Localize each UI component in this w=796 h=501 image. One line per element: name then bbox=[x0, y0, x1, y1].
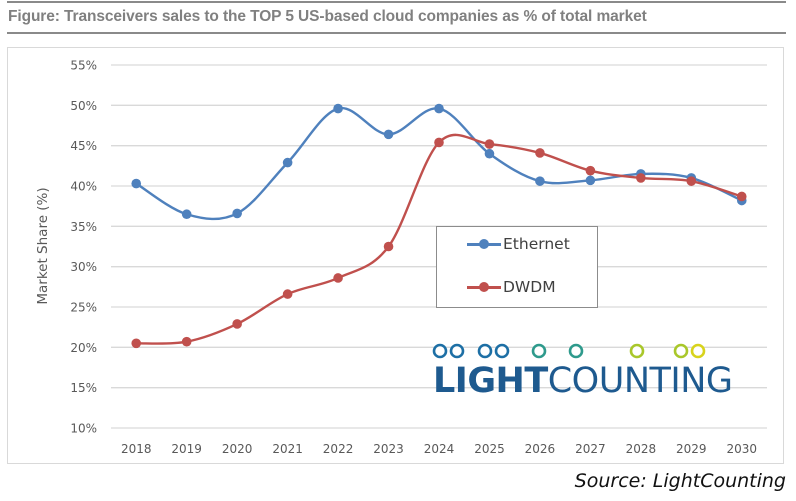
data-point-dwdm-2022 bbox=[333, 273, 343, 283]
x-axis-ticks: 2018 2019 2020 2021 2022 2023 2024 2025 2026 2027… bbox=[121, 442, 757, 456]
x-tick-label: 2028 bbox=[626, 442, 657, 456]
data-point-dwdm-2025 bbox=[484, 139, 495, 149]
data-point-ethernet-2023 bbox=[383, 129, 394, 140]
x-tick-label: 2020 bbox=[222, 442, 253, 456]
logo-ring bbox=[432, 343, 448, 359]
data-point-ethernet-2022 bbox=[333, 103, 343, 114]
figure-title: Figure: Transceivers sales to the TOP 5 … bbox=[8, 8, 647, 25]
x-tick-label: 2026 bbox=[525, 442, 556, 456]
data-point-ethernet-2018 bbox=[131, 178, 142, 189]
logo-text-bold: LIGHT bbox=[433, 361, 548, 401]
x-tick-label: 2024 bbox=[424, 442, 455, 456]
chart-legend: Ethernet DWDM bbox=[436, 226, 598, 308]
logo-ring bbox=[477, 343, 493, 359]
x-tick-label: 2025 bbox=[474, 442, 505, 456]
data-point-ethernet-2025 bbox=[484, 148, 495, 159]
y-tick-label: 40% bbox=[70, 180, 97, 194]
y-tick-label: 20% bbox=[70, 341, 97, 355]
title-bottom-rule bbox=[7, 32, 786, 34]
y-tick-label: 55% bbox=[70, 59, 97, 73]
logo-text-regular: COUNTING bbox=[547, 361, 733, 401]
data-point-ethernet-2020 bbox=[232, 208, 242, 219]
legend-item-ethernet: Ethernet bbox=[467, 234, 570, 254]
x-tick-label: 2023 bbox=[373, 442, 404, 456]
y-tick-label: 30% bbox=[70, 260, 97, 274]
data-point-dwdm-2020 bbox=[232, 319, 242, 329]
lightcounting-logo: LIGHTCOUNTING bbox=[433, 361, 733, 401]
data-point-dwdm-2018 bbox=[131, 338, 142, 349]
y-tick-label: 35% bbox=[70, 220, 97, 234]
data-point-dwdm-2026 bbox=[535, 148, 545, 158]
legend-item-dwdm: DWDM bbox=[467, 277, 556, 297]
logo-ring bbox=[449, 343, 465, 359]
x-tick-label: 2029 bbox=[676, 442, 707, 456]
x-tick-label: 2019 bbox=[171, 442, 202, 456]
data-point-ethernet-2019 bbox=[181, 209, 192, 220]
y-tick-label: 25% bbox=[70, 301, 97, 315]
source-caption: Source: LightCounting bbox=[574, 470, 786, 492]
y-tick-label: 50% bbox=[70, 99, 97, 113]
y-axis-ticks: 10% 15% 20% 25% 30% 35% 40% 45% 50% 55% bbox=[70, 59, 97, 436]
data-point-dwdm-2019 bbox=[181, 336, 192, 347]
data-point-ethernet-2021 bbox=[282, 157, 293, 168]
data-point-dwdm-2028 bbox=[636, 173, 646, 183]
data-point-dwdm-2029 bbox=[686, 176, 697, 186]
legend-label-ethernet: Ethernet bbox=[503, 235, 570, 253]
logo-ring bbox=[673, 343, 689, 359]
data-point-dwdm-2021 bbox=[282, 289, 293, 299]
x-tick-label: 2027 bbox=[575, 442, 606, 456]
x-tick-label: 2022 bbox=[323, 442, 354, 456]
logo-ring bbox=[568, 343, 584, 359]
legend-marker-dwdm bbox=[479, 282, 489, 292]
data-point-dwdm-2027 bbox=[585, 165, 596, 176]
legend-swatch-ethernet bbox=[467, 239, 501, 249]
logo-dots-line bbox=[426, 343, 716, 359]
data-point-ethernet-2027 bbox=[585, 175, 596, 186]
logo-ring bbox=[531, 343, 547, 359]
data-point-ethernet-2024 bbox=[434, 103, 444, 114]
y-tick-label: 10% bbox=[70, 422, 97, 436]
logo-ring bbox=[690, 343, 706, 359]
data-point-ethernet-2026 bbox=[535, 176, 545, 186]
x-tick-label: 2018 bbox=[121, 442, 152, 456]
series-line-ethernet bbox=[135, 107, 743, 221]
chart-frame bbox=[7, 47, 784, 464]
legend-label-dwdm: DWDM bbox=[503, 278, 556, 296]
logo-ring bbox=[629, 343, 645, 359]
data-point-dwdm-2023 bbox=[383, 241, 394, 252]
y-axis-label: Market Share (%) bbox=[35, 187, 51, 304]
legend-marker-ethernet bbox=[479, 239, 489, 249]
x-tick-label: 2021 bbox=[272, 442, 303, 456]
y-tick-label: 15% bbox=[70, 381, 97, 395]
x-tick-label: 2030 bbox=[726, 442, 757, 456]
top-rule bbox=[7, 1, 786, 3]
logo-ring bbox=[494, 343, 510, 359]
data-point-dwdm-2030 bbox=[736, 191, 747, 202]
legend-swatch-dwdm bbox=[467, 282, 501, 292]
y-tick-label: 45% bbox=[70, 139, 97, 153]
data-point-dwdm-2024 bbox=[434, 137, 444, 148]
series-group bbox=[131, 103, 747, 349]
